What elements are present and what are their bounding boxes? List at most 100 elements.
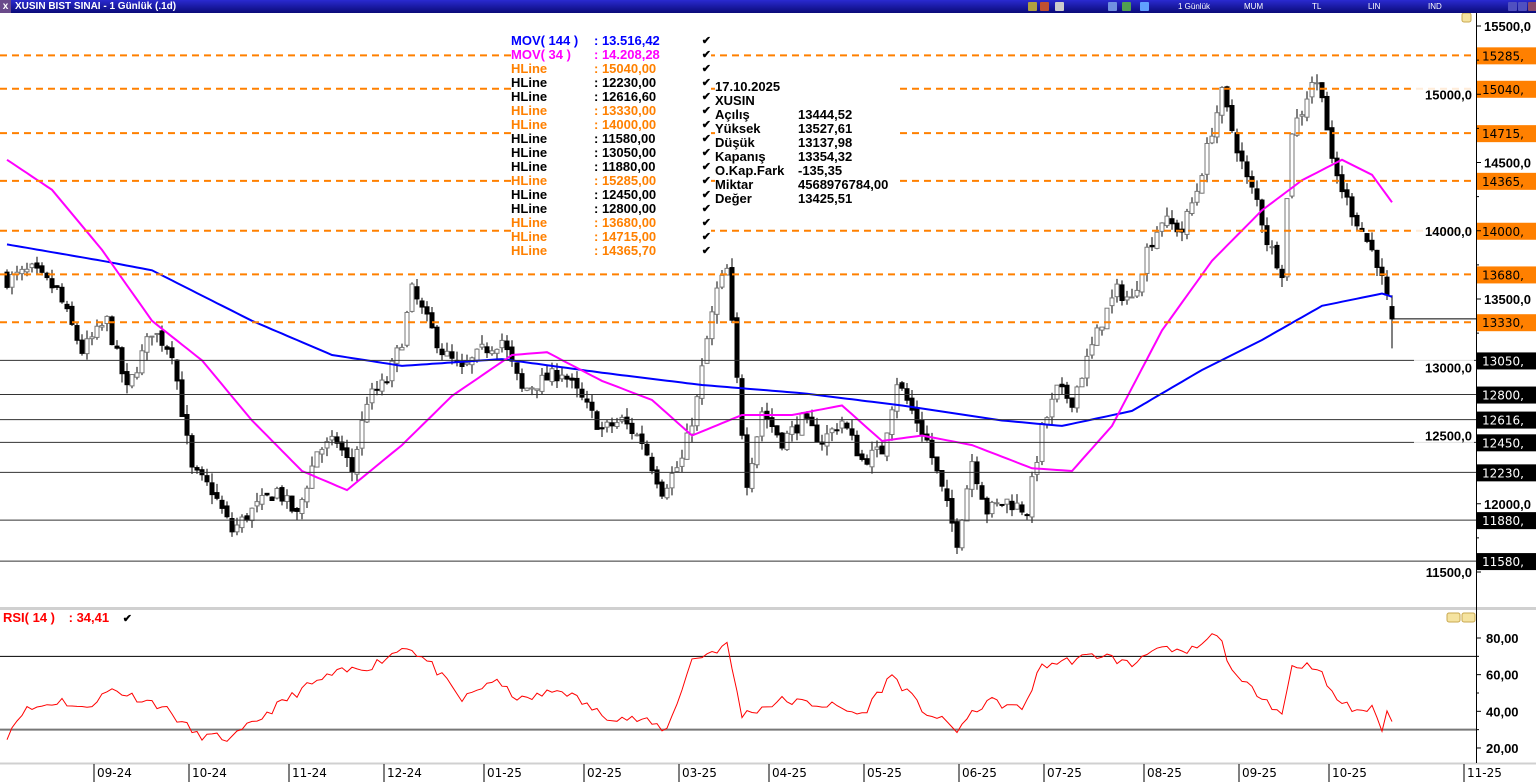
check-icon[interactable]: ✔ (701, 175, 711, 187)
check-icon[interactable]: ✔ (701, 49, 711, 61)
candle (879, 441, 885, 455)
legend-item[interactable]: MOV( 34 ): 14.208,28 ✔ (511, 48, 711, 62)
candle-body (749, 463, 755, 489)
candle-body (649, 456, 655, 472)
hline-label: 14000, (1482, 225, 1524, 239)
toolbar-chart-type[interactable]: MUM (1244, 2, 1264, 11)
window-close-icon[interactable] (1528, 2, 1536, 11)
price-tick-label: 11500,0 (1426, 565, 1472, 580)
price-tick-label: 13000,0 (1425, 360, 1472, 375)
candle (994, 498, 1000, 507)
candle (939, 470, 945, 492)
legend-item[interactable]: HLine: 12230,00 ✔ (511, 76, 711, 90)
candle (1279, 264, 1285, 287)
legend-item[interactable]: HLine: 11580,00 ✔ (511, 132, 711, 146)
candle (1089, 336, 1095, 359)
candles (4, 74, 1395, 554)
toolbar-period[interactable]: 1 Günlük (1178, 2, 1211, 11)
legend-item[interactable]: HLine: 13330,00 ✔ (511, 104, 711, 118)
legend-item[interactable]: HLine: 14000,00 ✔ (511, 118, 711, 132)
check-icon[interactable]: ✔ (701, 231, 711, 243)
legend-item[interactable]: HLine: 13680,00 ✔ (511, 216, 711, 230)
toolbar-icon-1[interactable] (1028, 2, 1037, 11)
toolbar-scale[interactable]: LIN (1368, 2, 1381, 11)
check-icon[interactable]: ✔ (701, 119, 711, 131)
candle-body (1184, 210, 1190, 235)
check-icon[interactable]: ✔ (701, 203, 711, 215)
candle-body (1384, 276, 1390, 296)
check-icon[interactable]: ✔ (701, 161, 711, 173)
check-icon[interactable]: ✔ (701, 133, 711, 145)
candle-body (1189, 202, 1195, 214)
legend-item[interactable]: HLine: 11880,00 ✔ (511, 160, 711, 174)
candle (269, 496, 275, 501)
check-icon[interactable]: ✔ (701, 77, 711, 89)
check-icon[interactable]: ✔ (701, 189, 711, 201)
minimize-icon[interactable] (1508, 2, 1517, 11)
check-icon[interactable]: ✔ (701, 147, 711, 159)
rsi-label: RSI( 14 ) (3, 610, 56, 625)
legend-item[interactable]: HLine: 13050,00 ✔ (511, 146, 711, 160)
toolbar-icon-5[interactable] (1122, 2, 1131, 11)
check-icon[interactable]: ✔ (701, 35, 711, 47)
candle (489, 346, 495, 356)
candle-body (1159, 222, 1165, 232)
rsi-legend: RSI( 14 ) : 34,41 ✔ (3, 610, 132, 625)
time-label: 09-24 (97, 766, 132, 780)
check-icon[interactable]: ✔ (701, 91, 711, 103)
candle-body (289, 495, 295, 512)
candle-body (54, 285, 60, 288)
candle-body (154, 332, 160, 335)
candle-body (104, 315, 110, 324)
toolbar-icon-2[interactable] (1040, 2, 1049, 11)
candle (1069, 397, 1075, 413)
candle-body (1059, 383, 1065, 388)
legend-value: : 14000,00 (594, 117, 657, 132)
check-icon[interactable]: ✔ (701, 245, 711, 257)
toolbar-indicators[interactable]: IND (1428, 2, 1442, 11)
toolbar-currency[interactable]: TL (1312, 2, 1322, 11)
check-icon[interactable]: ✔ (701, 105, 711, 117)
rsi-maximize-button[interactable] (1446, 612, 1461, 623)
maximize-icon[interactable] (1518, 2, 1527, 11)
toolbar-icon-4[interactable] (1108, 2, 1117, 11)
candle-body (759, 411, 765, 437)
legend-item[interactable]: HLine: 12616,60 ✔ (511, 90, 711, 104)
candle (1244, 155, 1250, 184)
legend-item[interactable]: HLine: 14365,70 ✔ (511, 244, 711, 258)
hline-label: 15285, (1482, 49, 1524, 63)
legend-item[interactable]: HLine: 14715,00 ✔ (511, 230, 711, 244)
panel-button[interactable] (1461, 13, 1472, 23)
legend-item[interactable]: HLine: 15040,00 ✔ (511, 62, 711, 76)
check-icon[interactable]: ✔ (122, 613, 132, 625)
legend-item[interactable]: MOV( 144 ): 13.516,42 ✔ (511, 34, 711, 48)
candle (1209, 127, 1215, 145)
time-label: 05-25 (867, 766, 902, 780)
check-icon[interactable]: ✔ (701, 63, 711, 75)
info-key: Kapanış (715, 149, 766, 164)
rsi-tick-label: 20,00 (1486, 741, 1519, 756)
rsi-close-button[interactable] (1461, 612, 1476, 623)
check-icon[interactable]: ✔ (701, 217, 711, 229)
toolbar-icon-3[interactable] (1055, 2, 1064, 11)
info-key: Düşük (715, 135, 755, 150)
candle (59, 283, 65, 304)
candle (969, 453, 975, 498)
candle (1319, 82, 1325, 103)
candle-body (994, 502, 1000, 505)
candle (1339, 165, 1345, 199)
toolbar-icon-6[interactable] (1140, 2, 1149, 11)
candle (1219, 86, 1225, 124)
candle-body (1234, 132, 1240, 154)
legend-item[interactable]: HLine: 12450,00 ✔ (511, 188, 711, 202)
candle (534, 388, 540, 399)
candle-body (729, 267, 735, 321)
candle-body (1029, 476, 1035, 518)
close-icon[interactable]: x (0, 0, 11, 13)
legend-item[interactable]: HLine: 15285,00 ✔ (511, 174, 711, 188)
candle (1199, 173, 1205, 194)
candle (999, 503, 1005, 508)
candle-body (124, 371, 130, 386)
candle (104, 315, 110, 332)
legend-item[interactable]: HLine: 12800,00 ✔ (511, 202, 711, 216)
